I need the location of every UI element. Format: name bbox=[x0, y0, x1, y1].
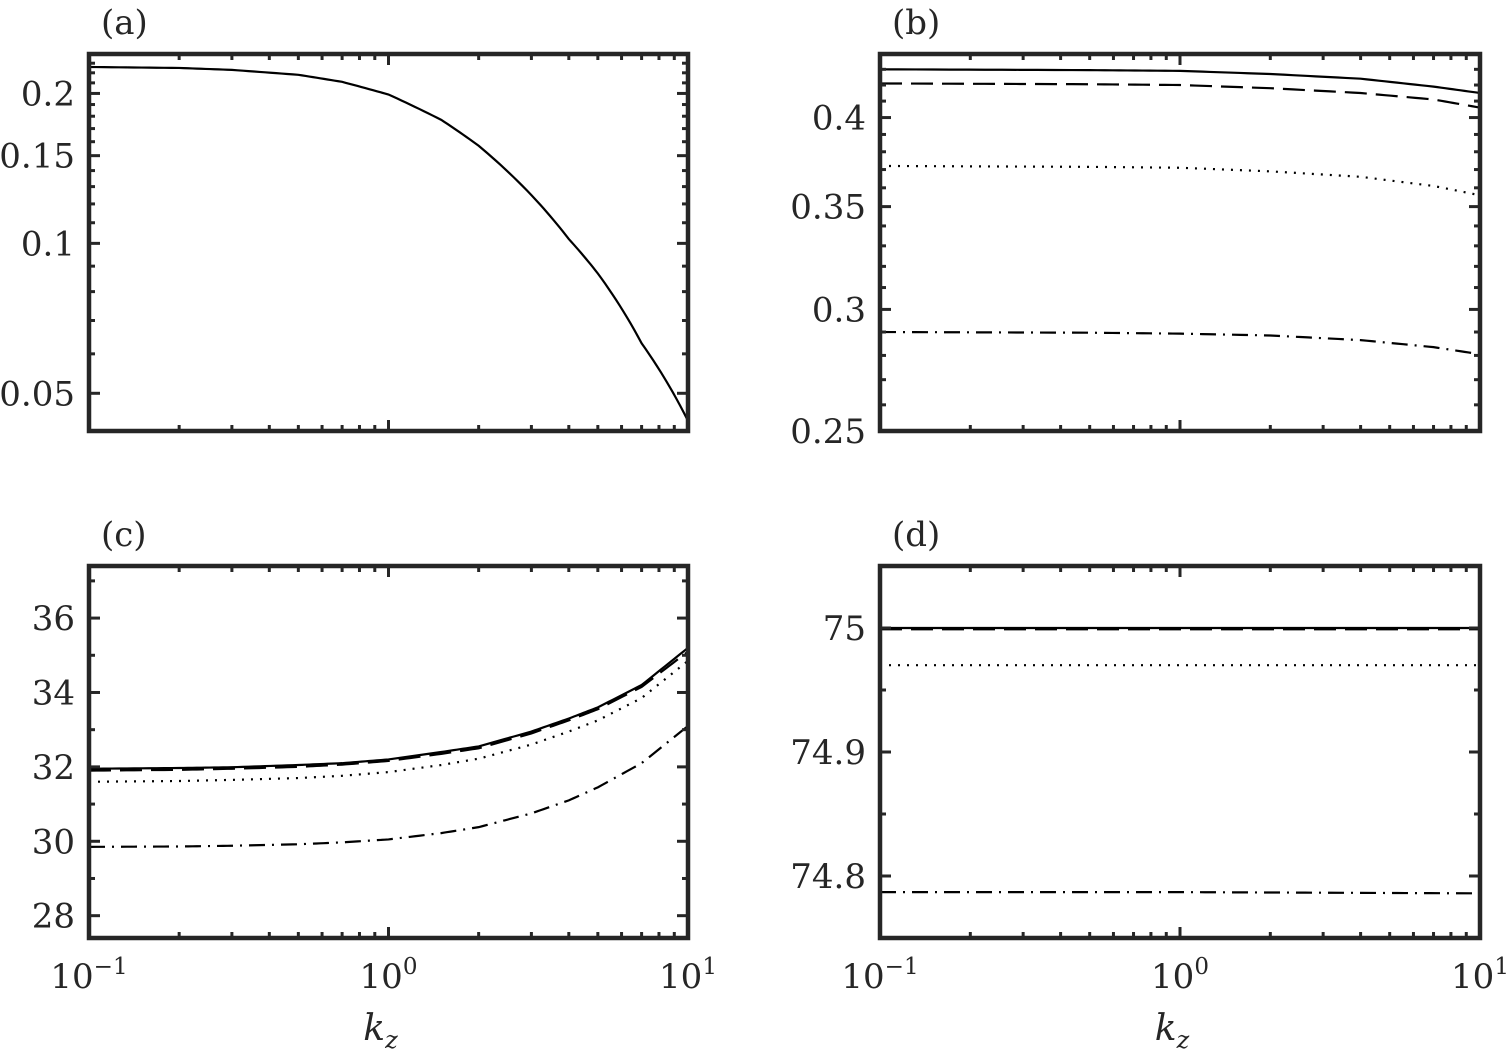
y-tick-label: 0.4 bbox=[812, 99, 866, 139]
series-dashed-line bbox=[880, 82, 1480, 109]
y-tick-label: 0.15 bbox=[0, 137, 75, 177]
series-dashed-line bbox=[89, 650, 688, 772]
panel-label: (b) bbox=[892, 3, 940, 43]
x-tick-label: 100 bbox=[360, 954, 418, 997]
y-tick-label: 0.3 bbox=[812, 290, 866, 330]
x-tick-label: 100 bbox=[1151, 954, 1209, 997]
series-solid-line bbox=[880, 68, 1480, 95]
x-axis-label: kz bbox=[1155, 1008, 1190, 1051]
panel-label: (d) bbox=[892, 515, 940, 555]
y-tick-label: 74.9 bbox=[790, 733, 866, 773]
y-tick-label: 32 bbox=[32, 748, 75, 788]
series-dash-dot-line bbox=[89, 725, 688, 848]
y-tick-label: 28 bbox=[32, 897, 75, 937]
series-dash-dot-line bbox=[880, 330, 1480, 356]
axes-frame bbox=[877, 563, 1483, 941]
panel-a: 0.05 0.1 0.15 0.2 (a) bbox=[0, 3, 691, 434]
series-solid-line bbox=[89, 646, 688, 770]
x-tick-label: 10−1 bbox=[50, 954, 127, 997]
series-dash-dot-line bbox=[880, 891, 1480, 895]
panel-d: 74.8 74.9 75 (d) 10−1 100 101 kz bbox=[790, 515, 1507, 1051]
panel-label: (c) bbox=[101, 515, 147, 555]
y-tick-label: 34 bbox=[32, 673, 75, 713]
series-dotted-line bbox=[880, 164, 1480, 197]
panel-c: 28 30 32 34 36 (c) 10−1 100 101 kz bbox=[32, 515, 717, 1051]
panel-b: 0.25 0.3 0.35 0.4 (b) bbox=[790, 3, 1483, 452]
x-axis-label: kz bbox=[363, 1008, 398, 1051]
y-tick-label: 0.25 bbox=[790, 412, 866, 452]
x-tick-label: 10−1 bbox=[841, 954, 918, 997]
y-tick-label: 0.2 bbox=[21, 74, 75, 114]
y-tick-label: 0.05 bbox=[0, 374, 75, 414]
x-tick-label: 101 bbox=[659, 954, 717, 997]
series-dotted-line bbox=[89, 660, 688, 783]
y-tick-label: 36 bbox=[32, 599, 75, 639]
y-tick-label: 75 bbox=[823, 609, 866, 649]
y-tick-label: 74.8 bbox=[790, 857, 866, 897]
y-tick-label: 30 bbox=[32, 822, 75, 862]
axes-frame bbox=[86, 51, 691, 434]
x-tick-label: 101 bbox=[1451, 954, 1507, 997]
axes-frame bbox=[877, 51, 1483, 434]
series-solid-line bbox=[89, 65, 688, 422]
panel-label: (a) bbox=[101, 3, 148, 43]
y-tick-label: 0.1 bbox=[21, 224, 75, 264]
y-tick-label: 0.35 bbox=[790, 188, 866, 228]
axes-frame bbox=[86, 563, 691, 941]
